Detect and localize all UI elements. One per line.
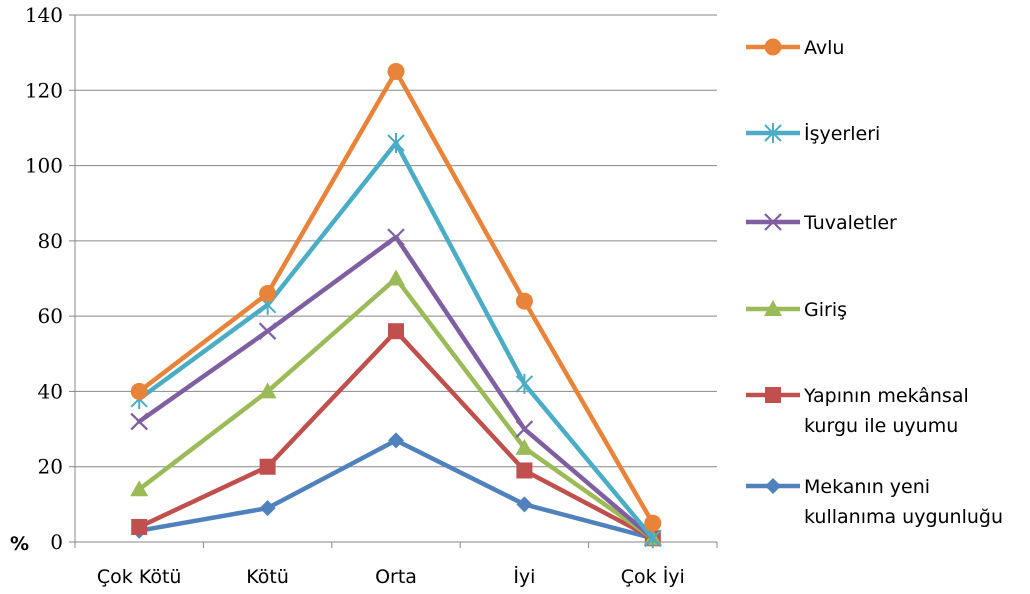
x-tick-label: Çok Kötü	[97, 566, 182, 588]
y-tick-label: 20	[38, 455, 63, 479]
legend-label: Yapının mekânsal kurgu ile uyumu	[803, 385, 969, 437]
legend-label: İşyerleri	[804, 122, 880, 145]
data-point-marker	[258, 382, 277, 399]
legend: Avlu İşyerleri Tuvaletler Giriş Yapının mekâ…	[746, 37, 1003, 528]
legend-label: Giriş	[804, 299, 847, 321]
legend-item: Yapının mekânsal kurgu ile uyumu	[746, 385, 969, 437]
x-tick-label: Çok İyi	[621, 565, 685, 588]
legend-item: İşyerleri	[746, 122, 880, 145]
y-tick-label: 120	[25, 78, 63, 102]
legend-marker	[764, 123, 782, 143]
legend-marker	[764, 213, 782, 231]
y-tick-label: 0	[50, 530, 63, 554]
data-point-marker	[259, 500, 276, 517]
legend-label: Tuvaletler	[803, 212, 897, 234]
y-tick-labels: 0 20 40 60 80 100 120 140	[25, 3, 63, 554]
data-point-marker	[388, 432, 404, 449]
data-point-marker	[258, 322, 277, 340]
data-point-marker	[131, 518, 148, 535]
legend-item: Giriş	[746, 299, 847, 321]
data-point-marker	[515, 438, 534, 455]
x-tick-label: Kötü	[246, 566, 289, 588]
axes	[69, 14, 718, 548]
series-1	[130, 62, 662, 532]
y-tick-label: 40	[38, 379, 63, 403]
data-point-marker	[387, 62, 405, 80]
x-tick-label: İyi	[513, 565, 535, 588]
legend-marker	[764, 300, 782, 316]
legend-marker	[764, 38, 782, 56]
legend-label: Mekanın yeni kullanıma uygunluğu	[804, 476, 1003, 528]
data-point-marker	[644, 514, 662, 532]
series-4	[130, 269, 662, 546]
data-point-marker	[388, 323, 404, 340]
legend-marker	[765, 478, 781, 494]
data-point-marker	[515, 292, 533, 310]
series-lines	[130, 62, 662, 549]
data-point-marker	[516, 462, 533, 479]
legend-marker	[765, 387, 781, 403]
data-point-marker	[130, 412, 148, 431]
y-axis-label: %	[10, 533, 29, 555]
y-tick-label: 80	[38, 229, 63, 253]
legend-label: Avlu	[804, 37, 844, 59]
legend-item: Mekanın yeni kullanıma uygunluğu	[746, 476, 1003, 528]
data-point-marker	[259, 458, 276, 475]
data-point-marker	[130, 480, 149, 497]
data-point-marker	[130, 382, 148, 400]
legend-item: Tuvaletler	[746, 212, 897, 234]
data-point-marker	[387, 132, 405, 153]
data-point-marker	[387, 228, 405, 246]
legend-item: Avlu	[746, 37, 844, 59]
y-tick-label: 100	[25, 154, 63, 178]
y-tick-label: 60	[38, 304, 63, 328]
data-point-marker	[515, 373, 534, 394]
data-point-marker	[259, 285, 277, 303]
x-tick-labels: Çok Kötü Kötü Orta İyi Çok İyi	[97, 565, 685, 588]
data-point-marker	[515, 420, 534, 438]
data-point-marker	[516, 496, 533, 513]
data-point-marker	[387, 269, 405, 286]
series-line	[136, 140, 656, 541]
x-tick-label: Orta	[375, 566, 417, 588]
y-tick-label: 140	[25, 3, 63, 27]
